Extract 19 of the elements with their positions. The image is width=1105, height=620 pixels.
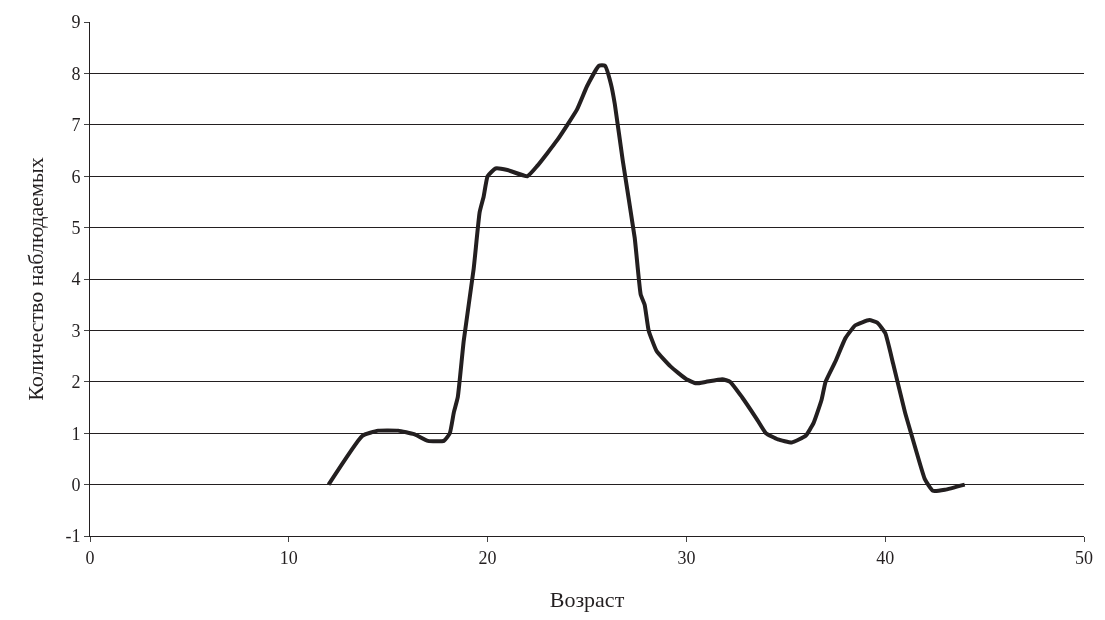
- x-tick-label: 10: [279, 547, 298, 568]
- x-tick-label: 50: [1075, 547, 1093, 568]
- x-axis-title: Возраст: [549, 587, 625, 613]
- x-tick-label: 20: [478, 547, 497, 568]
- y-tick-label: 7: [71, 115, 81, 136]
- y-tick-label: -1: [65, 526, 81, 547]
- x-tick-label: 0: [85, 547, 95, 568]
- y-tick-label: 5: [71, 217, 81, 238]
- x-tick-label: 30: [677, 547, 696, 568]
- y-tick-label: 1: [71, 423, 81, 444]
- y-axis-title: Количество наблюдаемых: [23, 157, 49, 401]
- y-tick-label: 9: [71, 12, 81, 33]
- y-tick-label: 4: [71, 269, 81, 290]
- y-tick-label: 6: [71, 166, 81, 187]
- y-tick-label: 8: [71, 63, 81, 84]
- y-tick-label: 2: [71, 372, 81, 393]
- x-tick-label: 40: [876, 547, 895, 568]
- y-tick-label: 0: [71, 474, 81, 495]
- y-tick-label: 3: [71, 320, 81, 341]
